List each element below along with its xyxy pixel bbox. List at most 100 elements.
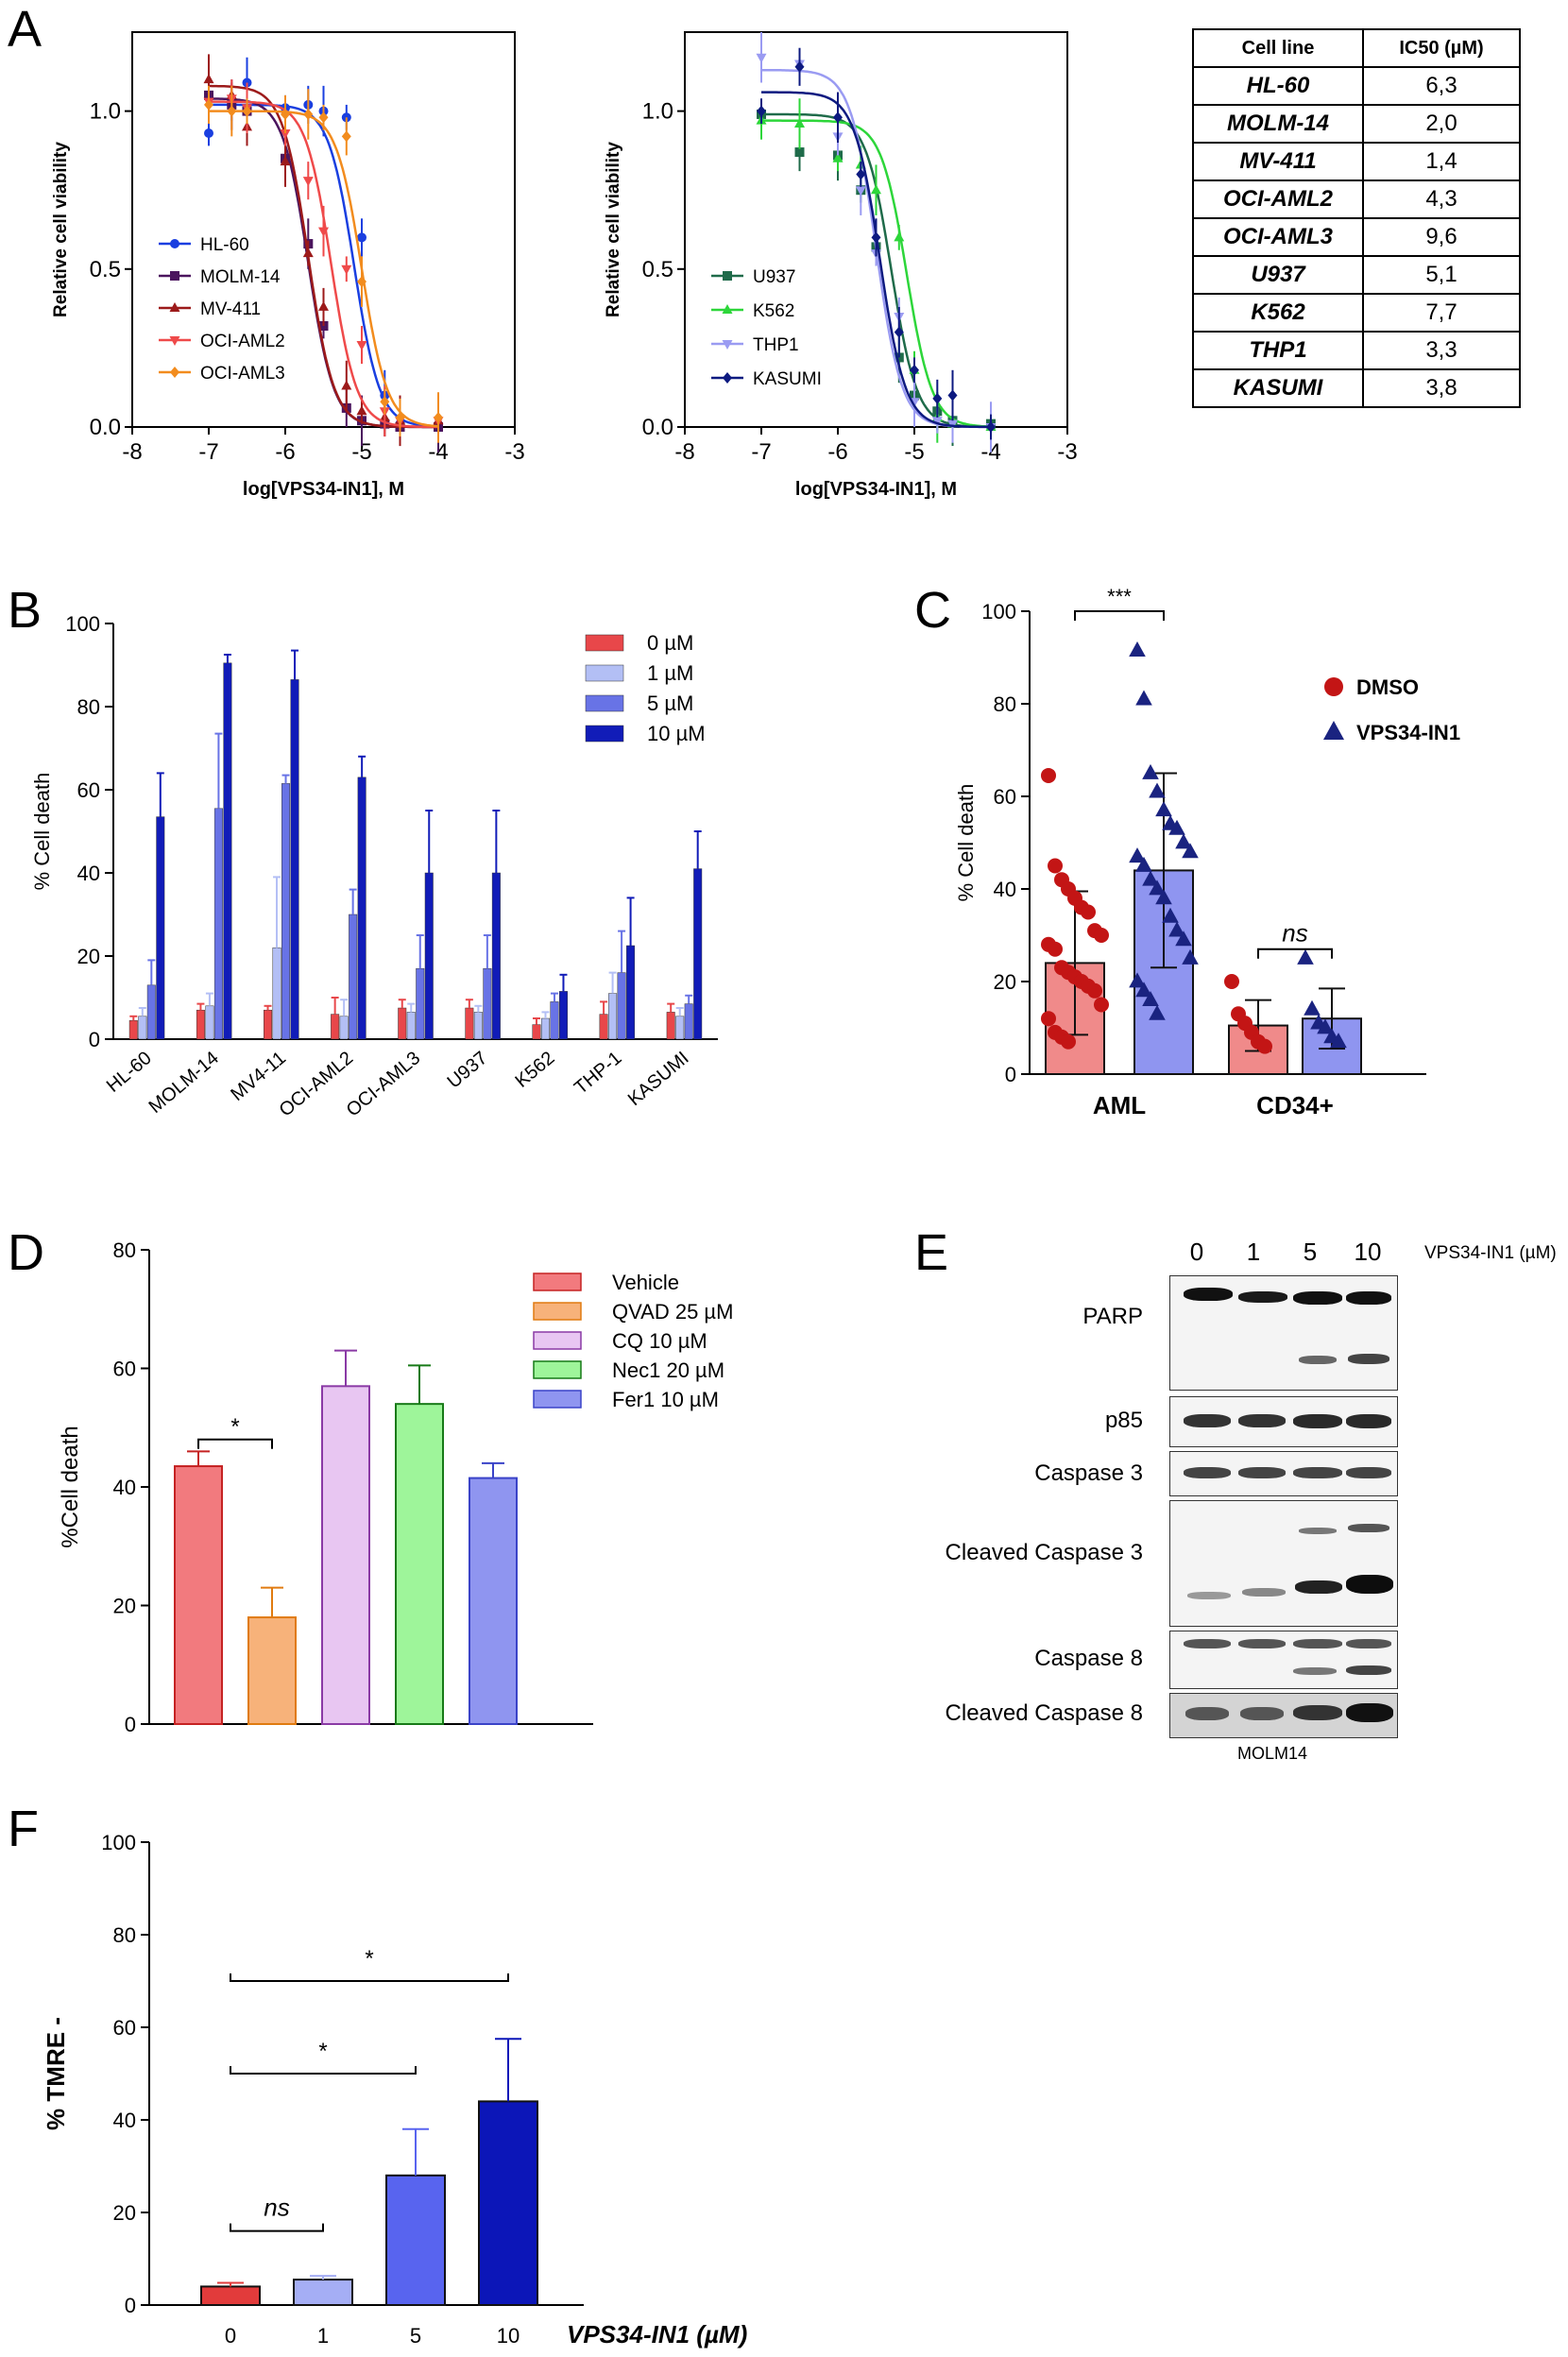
table-row: MOLM-14 2,0 [1192, 104, 1521, 144]
cell-line: MV-411 [1192, 142, 1364, 181]
data-point [280, 129, 291, 140]
data-point [434, 411, 443, 423]
bar [491, 872, 501, 1040]
x-tick-label: -8 [122, 439, 142, 465]
y-axis-label: Relative cell viability [604, 142, 623, 317]
bar [321, 1385, 370, 1725]
ic50-value: 5,1 [1362, 255, 1521, 295]
y-tick-label: 40 [77, 862, 100, 885]
x-tick-label: OCI-AML2 [276, 1048, 358, 1121]
dose-1: 1 [1246, 1238, 1261, 1266]
legend-label: 10 µM [647, 722, 706, 745]
data-point [1129, 847, 1146, 863]
band [1293, 1705, 1342, 1720]
blot-label-caspase3: Caspase 3 [1034, 1460, 1143, 1486]
data-point [1135, 856, 1152, 872]
bar [666, 1012, 675, 1040]
legend-label: QVAD 25 µM [612, 1300, 733, 1324]
data-point [1168, 921, 1185, 937]
header-ic50: IC50 (µM) [1362, 28, 1521, 68]
data-point [833, 111, 843, 124]
data-point [1041, 1011, 1056, 1027]
significance-label: ns [1282, 919, 1307, 948]
data-point [794, 60, 805, 73]
significance-label: * [230, 1414, 239, 1440]
data-point [1142, 870, 1159, 886]
y-tick-label: 40 [113, 1476, 136, 1499]
data-point [1081, 904, 1096, 920]
data-point [1087, 982, 1102, 999]
blot-caspase3 [1169, 1451, 1398, 1496]
bar [293, 2279, 353, 2306]
dose-0: 0 [1189, 1238, 1204, 1266]
legend-label: HL-60 [200, 235, 249, 255]
legend-label: Vehicle [612, 1271, 679, 1294]
legend-label: OCI-AML3 [200, 364, 285, 384]
legend-label: DMSO [1356, 675, 1419, 699]
x-axis-label: log[VPS34-IN1], M [243, 479, 404, 500]
y-tick-label: 0.0 [642, 415, 673, 440]
legend-label: U937 [753, 267, 795, 287]
y-tick-label: 0 [125, 1713, 136, 1736]
blot-label-p85: p85 [1104, 1408, 1143, 1433]
legend-marker [1324, 677, 1343, 696]
y-tick-label: 0.5 [642, 257, 673, 282]
x-tick-label: MOLM-14 [145, 1048, 223, 1118]
legend-label: MOLM-14 [200, 267, 281, 287]
data-point [756, 53, 767, 63]
bar [626, 945, 636, 1040]
bar [264, 1009, 273, 1040]
band [1299, 1356, 1337, 1364]
significance-label: * [318, 2039, 327, 2064]
table-row: HL-60 6,3 [1192, 66, 1521, 106]
dose-10: 10 [1354, 1238, 1382, 1266]
y-tick-label: 0 [89, 1028, 100, 1051]
ic50-value: 1,4 [1362, 142, 1521, 181]
x-tick-label: -5 [904, 439, 924, 465]
legend-label: K562 [753, 301, 794, 321]
data-point [380, 396, 390, 408]
table-row: U937 5,1 [1192, 255, 1521, 295]
y-axis-label: % Cell death [30, 773, 54, 891]
data-point [203, 74, 214, 84]
band [1240, 1707, 1284, 1720]
panel-label-f: F [8, 1801, 39, 1857]
y-tick-label: 100 [981, 600, 1016, 623]
bar [200, 2285, 261, 2306]
bar [290, 679, 299, 1040]
bar [473, 1012, 483, 1040]
legend-label: KASUMI [753, 369, 822, 389]
x-axis-label: VPS34-IN1 (µM) [567, 2320, 747, 2348]
ic50-value: 2,0 [1362, 104, 1521, 144]
y-tick-label: 20 [113, 1595, 136, 1618]
legend-label: MV-411 [200, 299, 261, 319]
data-point [856, 168, 866, 180]
bar [617, 972, 626, 1040]
cell-line: OCI-AML3 [1192, 217, 1364, 257]
data-point [894, 231, 905, 242]
plot-frame [684, 31, 1068, 428]
panel-label-b: B [8, 582, 43, 639]
band [1293, 1467, 1342, 1478]
bar [406, 1012, 416, 1040]
band [1238, 1291, 1287, 1303]
bar [424, 872, 434, 1040]
data-point [1041, 767, 1056, 783]
bar [174, 1465, 223, 1725]
panel-label-d: D [8, 1224, 44, 1281]
x-tick-label: 5 [410, 2324, 421, 2348]
legend-marker [1323, 721, 1344, 740]
bar [558, 991, 568, 1040]
bar [349, 914, 358, 1040]
blot-caspase8 [1169, 1631, 1398, 1689]
chart-c-aml-cd34-bars: 0 20 40 60 80 100 % Cell death AML CD34+ *** ns DMS… [954, 586, 1460, 1119]
data-point [794, 117, 805, 128]
band [1238, 1467, 1286, 1478]
data-point [302, 248, 314, 258]
data-point [341, 130, 351, 143]
data-point [1297, 948, 1314, 965]
bar [385, 2174, 446, 2306]
legend-label: CQ 10 µM [612, 1329, 707, 1353]
data-point [910, 364, 919, 376]
x-tick-label: CD34+ [1256, 1091, 1334, 1119]
